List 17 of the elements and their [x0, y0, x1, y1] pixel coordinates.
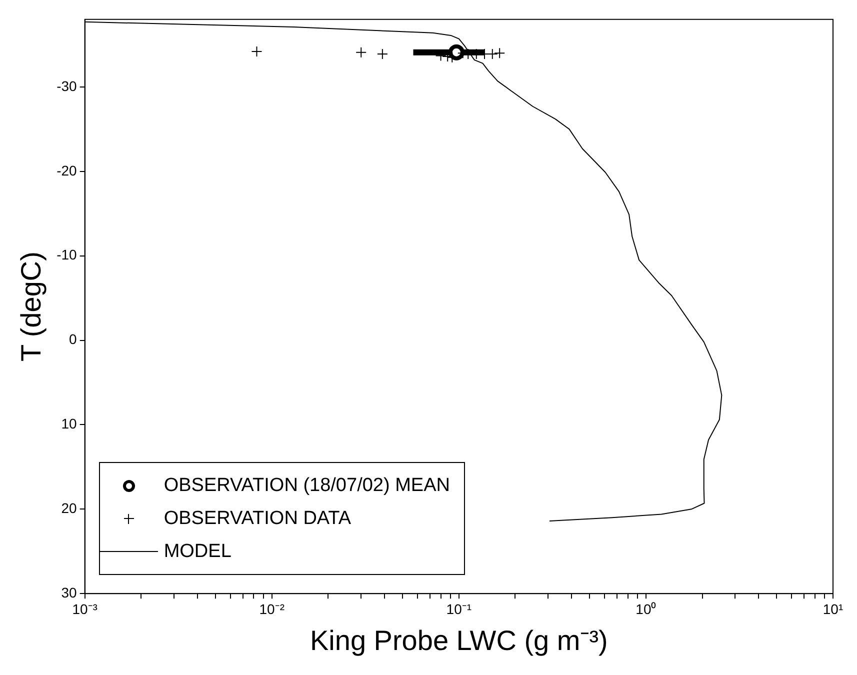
x-tick-label: 10⁻³ [72, 600, 98, 617]
x-tick-label: 10⁰ [636, 600, 656, 617]
x-axis-title: King Probe LWC (g m⁻³) [310, 624, 608, 656]
y-tick-label: 0 [69, 331, 78, 348]
y-tick-label: -10 [56, 246, 78, 263]
x-tick-label: 10⁻² [259, 600, 285, 617]
y-tick-label: 30 [61, 584, 78, 600]
x-tick-label: 10¹ [822, 600, 844, 617]
x-tick-label: 10⁻¹ [446, 600, 472, 617]
y-tick-label: 20 [61, 500, 78, 516]
legend-label: MODEL [164, 540, 232, 562]
legend-label: OBSERVATION DATA [164, 508, 352, 529]
legend-label: OBSERVATION (18/07/02) MEAN [164, 474, 450, 496]
y-tick-label: 10 [61, 416, 78, 432]
y-axis-title: T (degC) [16, 252, 47, 362]
y-tick-label: -20 [56, 162, 78, 178]
y-tick-label: -30 [56, 78, 78, 94]
